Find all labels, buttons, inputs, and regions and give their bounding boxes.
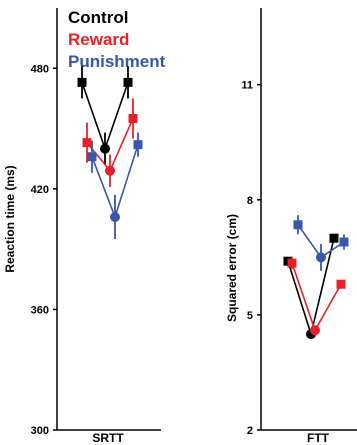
data-point-punishment bbox=[133, 140, 143, 150]
y-ticks: 2 5 8 11 bbox=[241, 80, 261, 437]
data-point-control bbox=[123, 77, 133, 87]
data-point-punishment bbox=[293, 220, 303, 230]
panel-ftt: Squared error (cm) FTT 2 5 8 11 bbox=[225, 8, 357, 445]
data-marks bbox=[77, 66, 143, 240]
panel-srtt: Reaction time (ms) SRTT 300 360 420 480 bbox=[3, 8, 161, 445]
y-tick-label: 480 bbox=[31, 63, 49, 75]
y-tick-label: 420 bbox=[31, 184, 49, 196]
legend-entry-reward: Reward bbox=[68, 30, 129, 49]
y-axis-title: Reaction time (ms) bbox=[3, 165, 17, 272]
y-tick-label: 2 bbox=[247, 425, 253, 437]
y-tick-label: 300 bbox=[31, 425, 49, 437]
y-tick-label: 11 bbox=[241, 80, 253, 92]
data-point-reward bbox=[310, 325, 320, 336]
y-tick-label: 5 bbox=[247, 310, 253, 322]
legend-entry-control: Control bbox=[68, 8, 128, 27]
data-point-punishment bbox=[339, 237, 349, 247]
data-point-reward bbox=[105, 165, 115, 176]
data-point-punishment bbox=[316, 252, 326, 263]
x-axis-title: FTT bbox=[307, 431, 330, 445]
legend: Control Reward Punishment bbox=[68, 8, 166, 71]
data-point-punishment bbox=[110, 211, 120, 222]
legend-entry-punishment: Punishment bbox=[68, 52, 166, 71]
data-point-reward bbox=[336, 279, 346, 289]
y-tick-label: 360 bbox=[31, 304, 49, 316]
x-axis-title: SRTT bbox=[92, 431, 124, 445]
data-marks bbox=[283, 215, 349, 340]
data-point-reward bbox=[128, 114, 138, 124]
data-point-punishment bbox=[87, 152, 97, 162]
data-point-control bbox=[77, 77, 87, 87]
y-axis-title: Squared error (cm) bbox=[225, 214, 239, 322]
data-point-reward bbox=[287, 258, 297, 268]
data-point-reward bbox=[82, 138, 92, 148]
y-ticks: 300 360 420 480 bbox=[31, 63, 57, 437]
y-tick-label: 8 bbox=[247, 195, 253, 207]
data-point-control bbox=[329, 233, 339, 243]
data-point-control bbox=[100, 143, 110, 154]
